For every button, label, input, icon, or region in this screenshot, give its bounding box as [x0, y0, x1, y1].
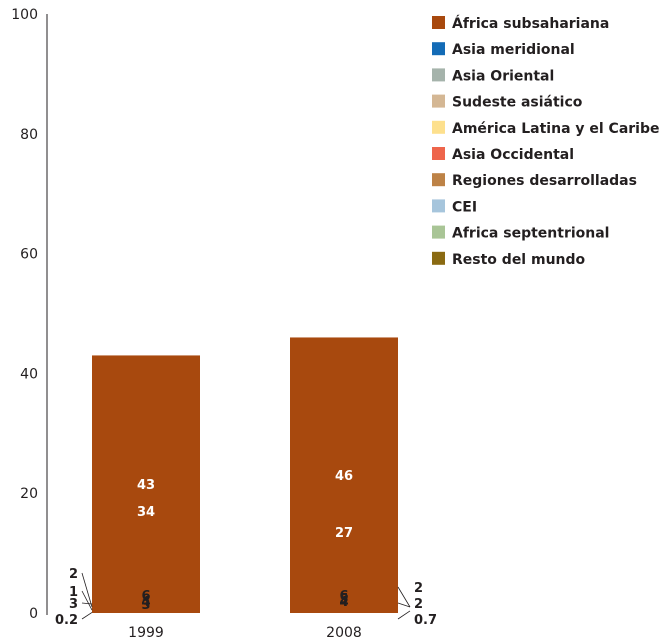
callout-line [397, 586, 411, 608]
x-category-label: 1999 [128, 625, 164, 639]
y-tick-label: 80 [20, 127, 38, 143]
segment-label: 27 [335, 526, 353, 541]
callout-line [81, 612, 93, 620]
segment-label: 2 [414, 597, 423, 612]
legend: África subsahariana Asia meridional Asia O… [432, 15, 660, 268]
legend-label: Asia Occidental [452, 147, 574, 163]
legend-swatch [432, 68, 445, 82]
legend-swatch [432, 120, 445, 134]
segment-label: 4 [339, 595, 348, 610]
legend-swatch [432, 94, 445, 108]
callout-line [81, 602, 93, 605]
segment-label: 3 [141, 598, 150, 613]
segment-label: 34 [137, 505, 155, 520]
y-tick-label: 60 [20, 247, 38, 263]
bar-segment [290, 337, 398, 613]
segment-label: 43 [137, 478, 155, 493]
legend-label: América Latina y el Caribe [452, 121, 660, 137]
segment-label: 1 [69, 585, 78, 600]
legend-label: Regiones desarrolladas [452, 173, 637, 189]
y-tick-label: 40 [20, 366, 38, 382]
segment-label: 3 [69, 597, 78, 612]
y-tick-label: 0 [29, 606, 38, 622]
segment-label: 2 [414, 581, 423, 596]
legend-swatch [432, 42, 445, 56]
bar-segment [92, 355, 200, 613]
segment-label: 4 [141, 595, 150, 610]
callout-line [397, 602, 411, 608]
legend-label: Resto del mundo [452, 252, 586, 268]
y-tick-label: 20 [20, 486, 38, 502]
segment-label: 6 [339, 589, 348, 604]
x-category-label: 2008 [326, 625, 362, 639]
legend-swatch [432, 225, 445, 239]
legend-label: África subsahariana [452, 15, 609, 32]
legend-label: Africa septentrional [452, 226, 609, 242]
segment-label: 46 [335, 469, 353, 484]
legend-label: Sudeste asiático [452, 95, 583, 111]
segment-label: 0.7 [414, 613, 437, 628]
segment-label: 4 [141, 595, 150, 610]
y-axis: 0 20 40 60 80 100 1999 2008 [11, 7, 362, 639]
callout-line [81, 590, 93, 611]
bars [92, 337, 398, 613]
segment-label: 2 [69, 567, 78, 582]
legend-swatch [432, 16, 445, 29]
legend-label: CEI [452, 199, 477, 215]
segment-label: 4 [339, 595, 348, 610]
legend-swatch [432, 173, 445, 187]
legend-swatch [432, 199, 445, 213]
segment-label: 0.2 [55, 613, 78, 628]
legend-swatch [432, 147, 445, 160]
legend-swatch [432, 251, 445, 265]
segment-label: 5 [339, 592, 348, 607]
legend-label: Asia meridional [452, 42, 575, 58]
callout-line [81, 572, 93, 608]
segment-label: 4 [339, 595, 348, 610]
legend-label: Asia Oriental [452, 68, 554, 84]
y-tick-label: 100 [11, 7, 38, 23]
callout-line [397, 610, 411, 620]
segment-label: 6 [141, 589, 150, 604]
